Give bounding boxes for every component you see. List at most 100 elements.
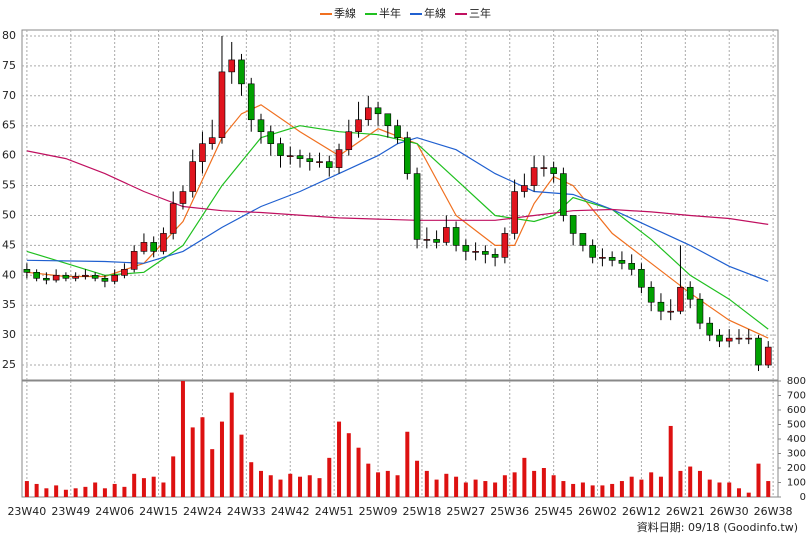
candle-body xyxy=(677,286,684,312)
candle-body xyxy=(745,337,753,340)
volume-bar xyxy=(619,481,624,497)
x-tick-label: 24W24 xyxy=(183,505,222,518)
x-tick-label: 24W42 xyxy=(271,505,310,518)
volume-bar xyxy=(171,456,176,497)
x-tick-label: 25W27 xyxy=(446,505,485,518)
candle-body xyxy=(43,277,50,281)
candle-body xyxy=(316,161,323,163)
candle-body xyxy=(306,158,314,162)
candle-body xyxy=(579,233,587,246)
legend-label: 季線 xyxy=(334,6,356,20)
volume-bar xyxy=(424,470,429,497)
candle-body xyxy=(296,155,304,159)
y2-tick-label: 200 xyxy=(787,463,806,474)
volume-bar xyxy=(551,475,556,497)
volume-bar xyxy=(454,476,459,497)
volume-bar xyxy=(697,470,702,497)
legend-label: 年線 xyxy=(424,6,446,20)
volume-bar xyxy=(639,479,644,497)
volume-bar xyxy=(766,481,771,497)
volume-bar xyxy=(288,473,293,497)
candle-body xyxy=(189,161,197,192)
candle-body xyxy=(628,263,635,270)
volume-bar xyxy=(717,482,722,497)
volume-bar xyxy=(395,475,400,497)
volume-bar xyxy=(132,473,137,497)
volume-bar xyxy=(44,488,49,497)
candle-body xyxy=(140,242,148,252)
volume-bar xyxy=(112,483,117,497)
x-tick-label: 23W40 xyxy=(7,505,46,518)
volume-bar xyxy=(649,472,654,497)
candle-body xyxy=(23,269,31,273)
volume-bar xyxy=(668,425,673,497)
candle-body xyxy=(325,161,333,168)
volume-bar xyxy=(141,478,146,497)
y-tick-label: 35 xyxy=(2,298,16,311)
candle-body xyxy=(169,203,177,234)
volume-bar xyxy=(327,457,332,497)
volume-bar xyxy=(219,421,224,497)
candle-body xyxy=(82,274,89,277)
x-tick-label: 25W45 xyxy=(534,505,573,518)
price-frame xyxy=(21,29,779,381)
volume-bar xyxy=(102,488,107,497)
candle-body xyxy=(423,239,431,241)
volume-bar xyxy=(180,381,185,497)
footnote: 資料日期: 09/18 (Goodinfo.tw) xyxy=(637,520,798,534)
volume-bar xyxy=(522,457,527,497)
x-tick-label: 24W51 xyxy=(315,505,354,518)
volume-bar xyxy=(249,462,254,497)
y-tick-label: 40 xyxy=(2,268,16,281)
legend-label: 半年 xyxy=(379,6,401,20)
candle-body xyxy=(62,274,70,279)
candle-body xyxy=(599,257,606,259)
candle-body xyxy=(589,245,596,258)
candle-body xyxy=(33,272,40,279)
volume-bar xyxy=(34,483,39,497)
y2-tick-label: 800 xyxy=(787,376,806,387)
candle-body xyxy=(550,167,557,174)
volume-bar xyxy=(580,482,585,497)
candle-body xyxy=(530,167,538,186)
x-tick-label: 24W33 xyxy=(227,505,266,518)
candle-body xyxy=(521,185,528,192)
candle-body xyxy=(345,131,353,150)
candle-body xyxy=(608,257,616,261)
volume-bar xyxy=(493,482,498,497)
candle-body xyxy=(491,254,499,258)
y-tick-label: 65 xyxy=(2,119,16,132)
x-tick-label: 25W09 xyxy=(359,505,398,518)
candle-body xyxy=(657,301,665,312)
x-tick-label: 24W06 xyxy=(95,505,134,518)
candle-body xyxy=(208,137,216,144)
volume-bar xyxy=(463,482,468,497)
x-tick-label: 25W36 xyxy=(490,505,529,518)
y-tick-label: 60 xyxy=(2,149,16,162)
candle-body xyxy=(101,277,109,282)
y-tick-label: 30 xyxy=(2,328,16,341)
candle-body xyxy=(647,286,655,303)
candle-body xyxy=(706,322,714,336)
candle-body xyxy=(199,143,206,162)
volume-bar xyxy=(258,470,263,497)
candle-body xyxy=(667,310,674,313)
volume-bar xyxy=(483,481,488,497)
y2-tick-label: 100 xyxy=(787,478,806,489)
volume-bar xyxy=(736,488,741,497)
candle-body xyxy=(111,274,118,282)
candle-body xyxy=(618,260,626,264)
volume-bar xyxy=(571,483,576,497)
candle-body xyxy=(121,269,128,276)
x-tick-label: 26W21 xyxy=(666,505,705,518)
volume-bar xyxy=(502,475,507,497)
volume-bar xyxy=(727,482,732,497)
candle-body xyxy=(755,337,762,366)
candle-body xyxy=(725,337,733,342)
candle-body xyxy=(540,167,548,169)
y-tick-label: 50 xyxy=(2,208,16,221)
volume-bar xyxy=(746,492,751,497)
candle-body xyxy=(160,233,167,252)
volume-bar xyxy=(298,476,303,497)
